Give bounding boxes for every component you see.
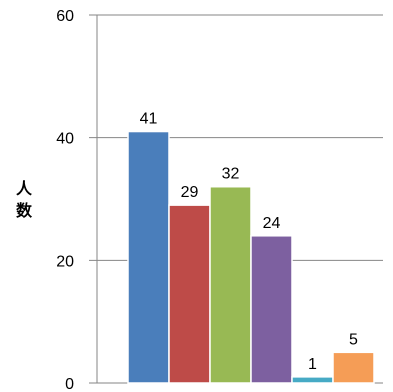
bar-4 [250, 235, 293, 384]
y-axis-label-line2: 数 [16, 201, 33, 220]
data-label-2: 29 [181, 184, 199, 201]
y-tick-label: 0 [65, 376, 74, 392]
data-label-3: 32 [222, 166, 240, 183]
bar-1 [127, 130, 170, 384]
bar-6 [332, 351, 375, 384]
data-label-4: 24 [263, 215, 281, 232]
data-labels: 41 29 32 24 1 5 [140, 111, 358, 373]
data-label-1: 41 [140, 111, 158, 128]
y-tick-label: 40 [56, 131, 74, 148]
y-tick-label: 20 [56, 253, 74, 270]
data-label-6: 5 [349, 331, 358, 348]
y-tick-labels: 0 20 40 60 [56, 8, 74, 392]
bars [127, 130, 375, 384]
bar-5 [291, 376, 334, 384]
y-tick-label: 60 [56, 8, 74, 25]
data-label-5: 1 [308, 356, 317, 373]
bar-2 [168, 204, 211, 384]
bar-3 [209, 185, 252, 384]
y-axis-label-line1: 人 [16, 179, 33, 198]
